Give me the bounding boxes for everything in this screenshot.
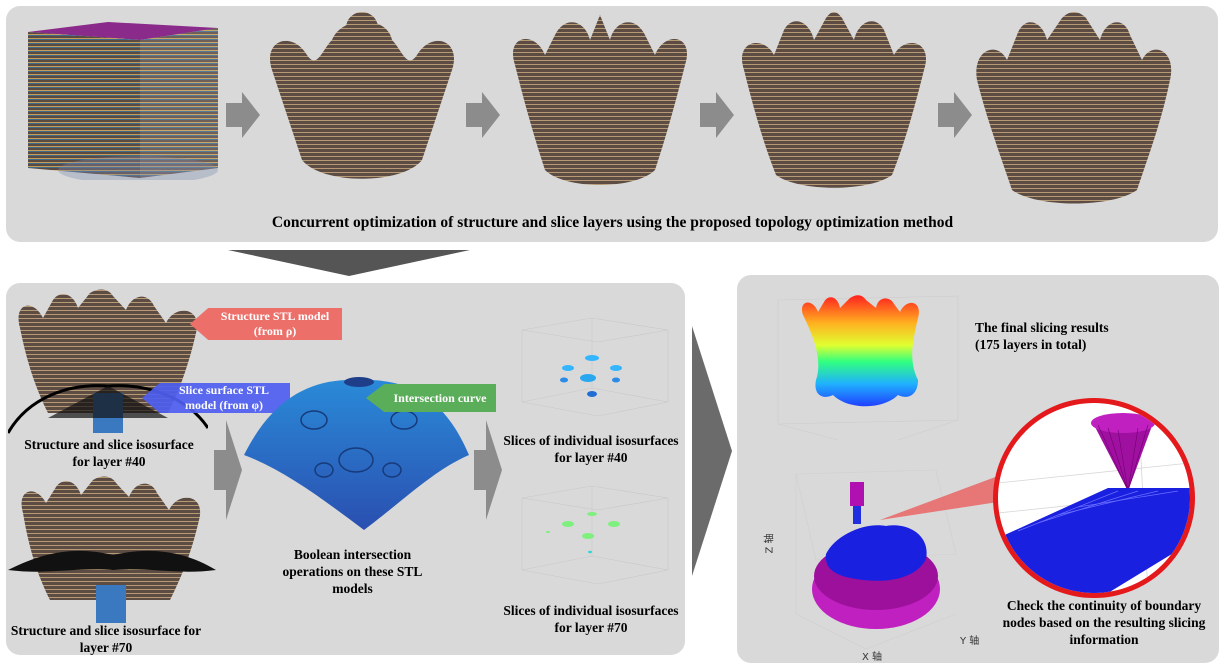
axis-z-label: Z 轴 xyxy=(764,533,776,554)
caption-slices40: Slices of individual isosurfaces for lay… xyxy=(503,433,679,465)
arrow-right-icon xyxy=(700,92,734,138)
arrow-down-icon xyxy=(228,250,470,276)
structure-layer70-image xyxy=(8,476,216,623)
structure-stage-3-image xyxy=(741,12,927,188)
magnifier-connector xyxy=(880,476,998,520)
intersection-curve-tag: Intersection curve xyxy=(366,384,496,412)
intersection-curve-tag-label: Intersection curve xyxy=(393,390,487,405)
final-slicing-plot xyxy=(777,295,959,441)
arrow-right-icon xyxy=(226,92,260,138)
axis-x-label: X 轴 xyxy=(862,652,883,663)
structure-stage-2-image xyxy=(512,15,688,185)
magnifier-circle xyxy=(993,398,1195,598)
continuity-plot xyxy=(795,469,957,650)
caption-check: Check the continuity of boundary nodes b… xyxy=(1002,598,1206,647)
structure-stage-1-image xyxy=(270,12,454,179)
arrow-right-large-icon xyxy=(692,326,732,576)
structure-stl-tag-label: Structure STL model (from ρ) xyxy=(220,309,330,338)
structure-stl-tag: Structure STL model (from ρ) xyxy=(190,308,342,340)
slice-surface-tag-label: Slice surface STL model (from φ) xyxy=(179,383,269,412)
initial-cube-image xyxy=(28,22,218,180)
arrow-right-icon xyxy=(938,92,972,138)
caption-layer70: Structure and slice isosurface for layer… xyxy=(10,623,202,655)
caption-layer40: Structure and slice isosurface for layer… xyxy=(24,437,194,469)
arrow-right-icon xyxy=(466,92,500,138)
caption-boolean: Boolean intersection operations on these… xyxy=(282,547,423,596)
caption-final: The final slicing results (175 layers in… xyxy=(975,320,1109,352)
top-panel-caption: Concurrent optimization of structure and… xyxy=(271,214,954,231)
arrow-right-icon xyxy=(214,420,242,520)
caption-slices70: Slices of individual isosurfaces for lay… xyxy=(503,603,679,635)
structure-layer40-image xyxy=(8,289,208,434)
slices-layer40-plot xyxy=(521,317,669,417)
arrow-right-icon xyxy=(474,420,502,520)
slice-surface-tag: Slice surface STL model (from φ) xyxy=(142,383,290,413)
axis-y-label: Y 轴 xyxy=(960,636,980,647)
slices-layer70-plot xyxy=(521,485,669,585)
magnifier-detail-image xyxy=(998,403,1190,593)
structure-stage-4-image xyxy=(976,12,1172,204)
